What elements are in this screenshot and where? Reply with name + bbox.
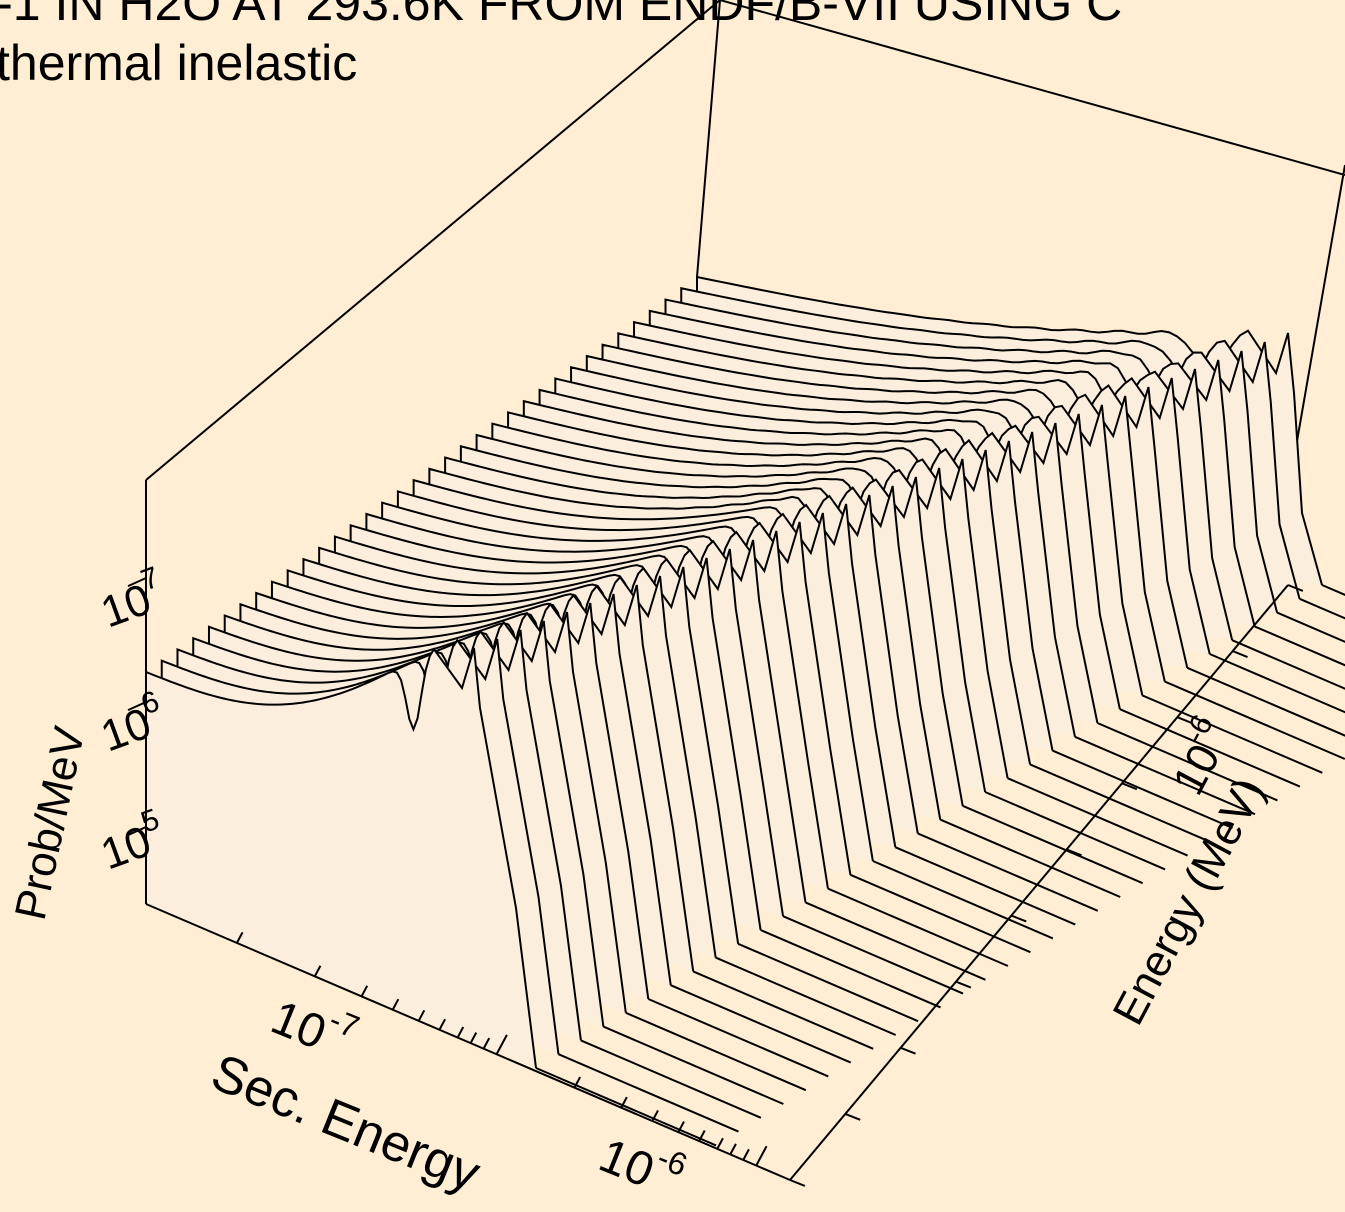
x-tick-2 bbox=[360, 985, 369, 997]
series-tail-21 bbox=[872, 860, 1054, 940]
x-tick-5 bbox=[438, 1018, 446, 1031]
y-tick-4 bbox=[1010, 914, 1027, 923]
x-tick-17 bbox=[742, 1148, 750, 1161]
series-tail-27 bbox=[737, 942, 919, 1023]
series-line-1 bbox=[696, 275, 1323, 586]
series-tail-13 bbox=[1052, 749, 1233, 829]
series-tail-15 bbox=[1007, 777, 1188, 857]
y-tick-0 bbox=[789, 1179, 806, 1187]
series-tail-20 bbox=[894, 846, 1076, 926]
y-tick-5 bbox=[1066, 848, 1082, 857]
x-tick-4 bbox=[417, 1009, 426, 1022]
series-tail-1 bbox=[1321, 584, 1345, 596]
series-line-9 bbox=[570, 366, 1144, 696]
series-tail-7 bbox=[1186, 666, 1345, 737]
series-tail-3 bbox=[1276, 611, 1345, 643]
plot-box-front bbox=[145, 480, 1289, 1181]
x-tick-11 bbox=[620, 1096, 628, 1109]
series-tail-28 bbox=[715, 956, 897, 1036]
series-tail-25 bbox=[782, 915, 964, 995]
series-tail-14 bbox=[1029, 763, 1211, 843]
series-line-7 bbox=[601, 343, 1189, 669]
axis-ticks bbox=[127, 577, 1304, 1187]
x-tick-15 bbox=[716, 1137, 724, 1150]
series-tail-16 bbox=[984, 791, 1166, 871]
x-axis-line bbox=[145, 903, 791, 1181]
z-tick-2 bbox=[127, 577, 147, 588]
box-top-left-edge bbox=[145, 0, 721, 481]
x-tick-13 bbox=[677, 1121, 685, 1133]
series-line-8 bbox=[585, 354, 1166, 682]
x-tick-18 bbox=[755, 1145, 768, 1167]
series-tail-5 bbox=[1231, 639, 1345, 690]
series-fill-36 bbox=[146, 648, 536, 1068]
series-tail-30 bbox=[670, 984, 852, 1064]
box-back-vertical-edge bbox=[696, 0, 721, 278]
series-tail-32 bbox=[625, 1011, 807, 1092]
series-line-5 bbox=[633, 320, 1234, 641]
x-tick-label-1e-7: 10 -7 bbox=[264, 991, 364, 1060]
chart-title: H-1 IN H2O AT 293.6K FROM ENDF/B-VII USI… bbox=[0, 0, 1123, 31]
y-tick-9 bbox=[1287, 584, 1304, 592]
x-tick-exp-1e-7: -7 bbox=[324, 1001, 364, 1045]
series-line-2 bbox=[680, 287, 1301, 600]
series-tail-22 bbox=[850, 873, 1031, 954]
y-tick-1 bbox=[844, 1112, 861, 1121]
y-tick-2 bbox=[900, 1046, 916, 1055]
series-line-4 bbox=[648, 309, 1256, 627]
series-tail-17 bbox=[962, 804, 1144, 885]
x-tick-exp-1e-6: -6 bbox=[652, 1139, 692, 1183]
x-tick-3 bbox=[391, 998, 400, 1011]
series-line-6 bbox=[617, 332, 1211, 655]
x-tick-1 bbox=[313, 965, 322, 977]
series-tail-31 bbox=[647, 998, 829, 1078]
z-tick-0 bbox=[127, 826, 147, 837]
series-line-3 bbox=[664, 298, 1279, 613]
y-tick-7 bbox=[1176, 716, 1193, 725]
series-tail-2 bbox=[1299, 597, 1345, 620]
x-axis-label: Sec. Energy bbox=[204, 1043, 488, 1203]
series-tail-11 bbox=[1097, 722, 1278, 802]
z-axis-label: Prob/MeV bbox=[6, 722, 95, 924]
x-tick-16 bbox=[729, 1143, 737, 1155]
series-tail-26 bbox=[760, 929, 941, 1009]
x-tick-10 bbox=[573, 1076, 581, 1089]
series-tail-18 bbox=[939, 818, 1121, 898]
z-tick-label-1e7: 10 7 bbox=[95, 561, 164, 638]
y-tick-6 bbox=[1121, 782, 1138, 791]
series-tail-29 bbox=[692, 970, 874, 1050]
x-tick-base-1e-6: 10 bbox=[592, 1129, 661, 1198]
x-tick-14 bbox=[698, 1130, 706, 1142]
series-tail-9 bbox=[1141, 694, 1323, 774]
y-tick-8 bbox=[1232, 650, 1248, 658]
z-tick-1 bbox=[127, 701, 147, 712]
x-tick-9 bbox=[495, 1034, 508, 1055]
series-tail-19 bbox=[917, 832, 1099, 912]
series-tail-24 bbox=[805, 901, 986, 981]
series-tail-23 bbox=[827, 887, 1009, 967]
series-tail-10 bbox=[1119, 708, 1301, 788]
x-tick-8 bbox=[482, 1037, 491, 1050]
x-tick-0 bbox=[236, 931, 244, 944]
series-tail-34 bbox=[580, 1039, 762, 1119]
chart-subtitle: thermal inelastic bbox=[0, 35, 358, 91]
y-tick-3 bbox=[955, 980, 972, 989]
x-tick-6 bbox=[456, 1026, 465, 1039]
x-tick-12 bbox=[651, 1109, 659, 1122]
waterfall-curves bbox=[145, 275, 1345, 1147]
series-tail-12 bbox=[1074, 735, 1256, 816]
series-line-11 bbox=[538, 388, 1099, 724]
series-tail-33 bbox=[602, 1025, 784, 1105]
series-tail-36 bbox=[535, 1067, 717, 1147]
series-tail-8 bbox=[1164, 680, 1345, 760]
series-line-10 bbox=[554, 377, 1121, 710]
x-tick-base-1e-7: 10 bbox=[264, 991, 333, 1060]
series-tail-6 bbox=[1209, 653, 1345, 714]
y-axis-line bbox=[789, 584, 1289, 1181]
series-line-36 bbox=[145, 647, 537, 1069]
series-tail-35 bbox=[558, 1053, 739, 1133]
x-tick-7 bbox=[469, 1032, 478, 1044]
box-top-back-edge bbox=[719, 0, 1345, 176]
